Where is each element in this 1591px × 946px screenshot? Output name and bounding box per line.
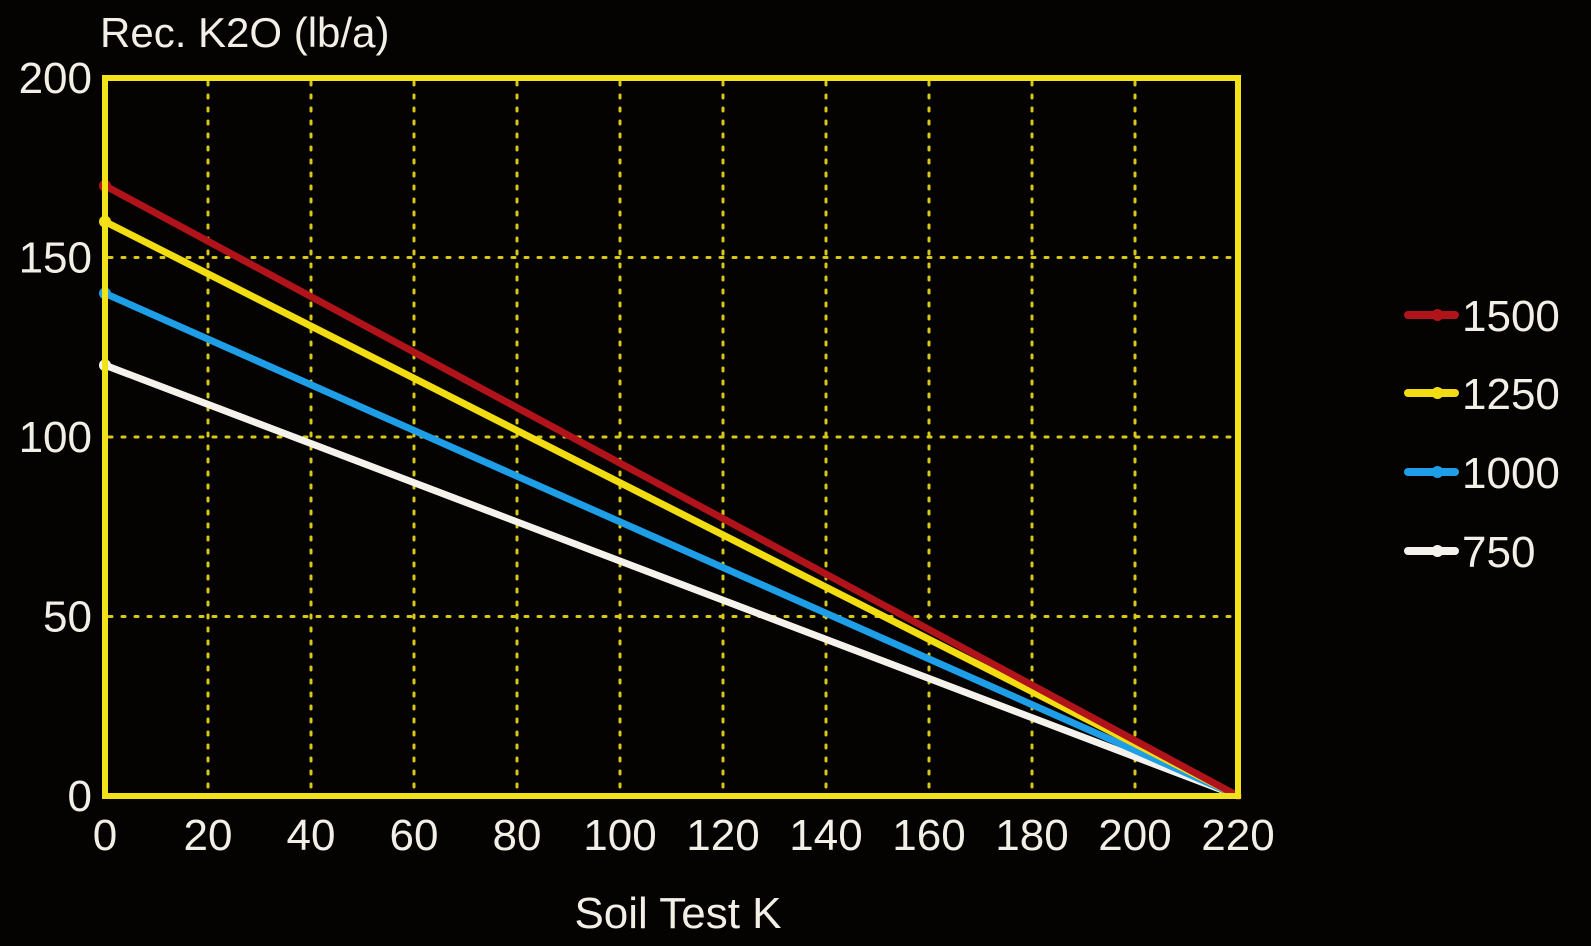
legend-marker-1250 xyxy=(1431,387,1444,399)
y-axis-label: Rec. K2O (lb/a) xyxy=(100,9,389,56)
x-tick-label-200: 200 xyxy=(1098,811,1171,860)
x-tick-label-0: 0 xyxy=(93,811,117,860)
series-line-1000 xyxy=(101,289,1242,800)
x-tick-label-20: 20 xyxy=(184,811,233,860)
legend-marker-1000 xyxy=(1431,466,1444,478)
x-tick-label-180: 180 xyxy=(995,811,1068,860)
legend-label-1500: 1500 xyxy=(1462,292,1560,341)
legend-label-1000: 1000 xyxy=(1462,449,1560,498)
x-tick-label-120: 120 xyxy=(686,811,759,860)
y-tick-label-0: 0 xyxy=(68,772,92,821)
x-tick-label-140: 140 xyxy=(789,811,862,860)
series-line-1500 xyxy=(101,182,1242,800)
y-tick-label-50: 50 xyxy=(43,593,92,642)
x-tick-label-60: 60 xyxy=(390,811,439,860)
tick-labels: 0 20 40 60 80 100 120 140 160 180 200 220 0 50 100 150 2… xyxy=(19,54,1275,860)
plot-frame xyxy=(102,75,1241,799)
legend-label-750: 750 xyxy=(1462,528,1535,577)
x-tick-label-220: 220 xyxy=(1201,811,1274,860)
x-tick-label-80: 80 xyxy=(493,811,542,860)
legend-label-1250: 1250 xyxy=(1462,370,1560,419)
grid xyxy=(107,80,1236,794)
y-tick-label-150: 150 xyxy=(19,234,92,283)
x-tick-label-100: 100 xyxy=(583,811,656,860)
legend-marker-750 xyxy=(1431,545,1444,557)
y-tick-label-100: 100 xyxy=(19,413,92,462)
series-line-750 xyxy=(101,361,1242,800)
x-tick-label-160: 160 xyxy=(892,811,965,860)
legend-marker-1500 xyxy=(1431,309,1444,321)
x-tick-label-40: 40 xyxy=(287,811,336,860)
series-line-1250 xyxy=(101,218,1242,800)
legend: 1500 1250 1000 750 xyxy=(1404,292,1560,577)
y-tick-label-200: 200 xyxy=(19,54,92,103)
x-axis-label: Soil Test K xyxy=(574,889,781,938)
